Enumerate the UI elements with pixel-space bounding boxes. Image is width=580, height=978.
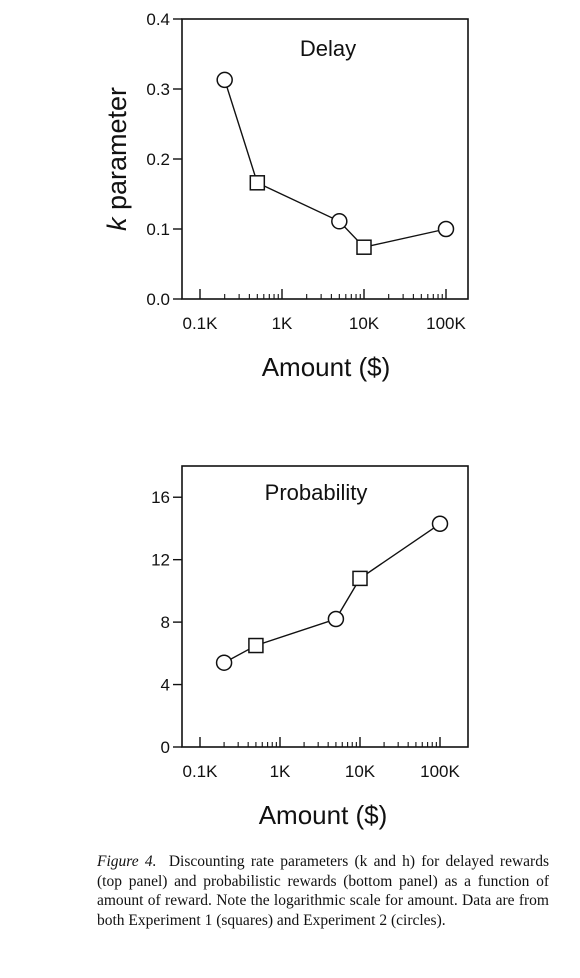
- x-axis: 0.1K 1K 10K 100K: [183, 737, 461, 781]
- circle-marker: [215, 654, 233, 671]
- x-tick-label: 1K: [270, 762, 291, 781]
- square-marker: [352, 570, 368, 587]
- x-tick-label: 1K: [272, 314, 293, 333]
- x-tick-label: 0.1K: [183, 314, 219, 333]
- circle-marker: [327, 610, 345, 628]
- chart-title: Delay: [300, 36, 356, 61]
- figure-caption: Figure 4. Discounting rate parameters (k…: [97, 852, 549, 930]
- plot-frame: [181, 18, 469, 300]
- y-tick-label: 0.4: [146, 10, 170, 29]
- y-tick-label: 0: [161, 738, 170, 757]
- square-marker: [249, 175, 266, 191]
- square-marker: [248, 637, 264, 654]
- y-tick-label: 0.2: [146, 150, 170, 169]
- circle-marker: [216, 71, 233, 89]
- y-tick-label: 16: [151, 488, 170, 507]
- chart-title: Probability: [265, 480, 368, 505]
- x-tick-label: 100K: [426, 314, 466, 333]
- y-tick-label: 4: [161, 676, 170, 695]
- data-points: [216, 71, 455, 255]
- y-axis-label-var: k: [102, 216, 132, 231]
- x-axis-label: Amount ($): [262, 352, 391, 382]
- circle-marker: [437, 220, 455, 238]
- y-tick-label: 0.3: [146, 80, 170, 99]
- plot-frame: [181, 465, 469, 748]
- square-marker: [356, 239, 372, 255]
- circle-marker: [331, 213, 348, 230]
- delay-chart: Delay 0.1K 1K 10K 100K 0.0 0.1 0.2 0.3 0.4 Amou…: [102, 10, 469, 382]
- x-tick-label: 0.1K: [183, 762, 219, 781]
- y-axis: 0 4 8 12 16: [151, 488, 182, 757]
- y-tick-label: 12: [151, 551, 170, 570]
- y-tick-label: 0.1: [146, 220, 170, 239]
- y-tick-label: 8: [161, 613, 170, 632]
- caption-label: Figure 4.: [97, 853, 157, 870]
- circle-marker: [431, 515, 449, 533]
- y-axis-label-text: parameter: [102, 87, 132, 218]
- x-tick-label: 100K: [420, 762, 460, 781]
- probability-chart: Probability 0.1K 1K 10K 100K 0 4 8 12 16 Amount…: [151, 465, 469, 830]
- caption-text: Discounting rate parameters (k and h) fo…: [97, 853, 549, 929]
- x-axis-label: Amount ($): [259, 800, 388, 830]
- y-axis: 0.0 0.1 0.2 0.3 0.4: [146, 10, 182, 309]
- y-tick-label: 0.0: [146, 290, 170, 309]
- x-tick-label: 10K: [349, 314, 380, 333]
- y-axis-label: k parameter: [102, 87, 132, 231]
- x-tick-label: 10K: [345, 762, 376, 781]
- data-points: [215, 515, 449, 671]
- x-axis: 0.1K 1K 10K 100K: [183, 289, 467, 333]
